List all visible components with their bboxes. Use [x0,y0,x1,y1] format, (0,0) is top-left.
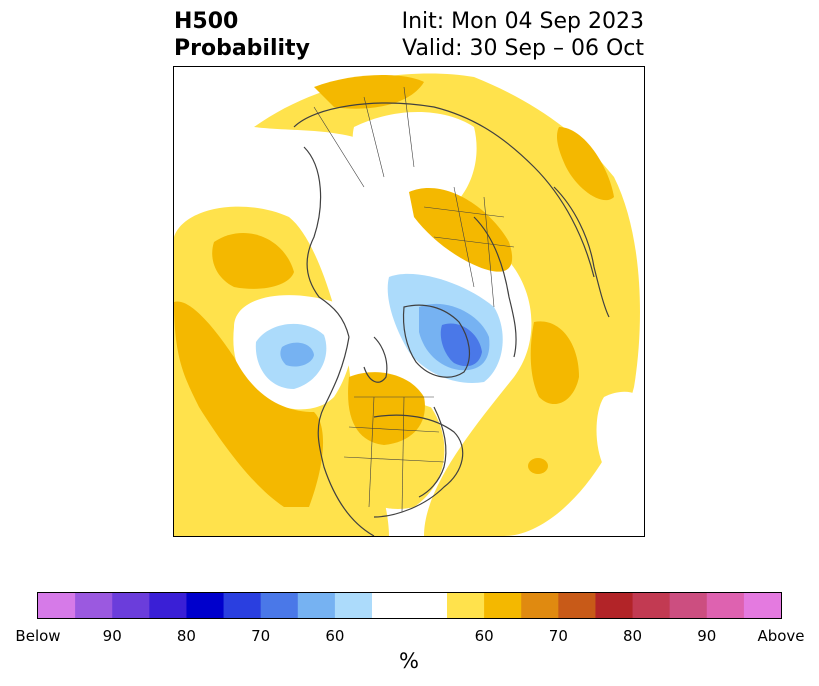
colorbar-swatch [632,593,671,618]
title-line-2: Probability [174,36,310,61]
colorbar-tick-label: 90 [697,627,717,645]
neutral-region [596,391,644,481]
colorbar-swatch [186,593,225,618]
colorbar-swatch [743,593,781,618]
colorbar-unit: % [399,649,419,673]
colorbar-swatch [558,593,596,618]
coastlines [293,102,610,536]
shade-below-70 [280,342,314,367]
colorbar-tick-label: Above [757,627,805,645]
colorbar-swatch [521,593,559,618]
chart-subtitle: Init: Mon 04 Sep 2023 Valid: 30 Sep – 06… [402,8,644,62]
shade-above-70 [314,75,424,109]
colorbar-tick-label: 90 [102,627,122,645]
valid-range: Valid: 30 Sep – 06 Oct [402,36,644,61]
colorbar-swatch [223,593,262,618]
colorbar-tick-label: 70 [548,627,568,645]
colorbar-swatch [38,593,76,618]
colorbar-swatch [372,593,448,618]
colorbar-swatch [706,593,745,618]
shade-above-70 [174,301,324,507]
colorbar-swatch [484,593,522,618]
colorbar-swatch [149,593,187,618]
init-date: Init: Mon 04 Sep 2023 [401,9,644,34]
map-panel [173,66,645,537]
shade-above-70 [528,458,548,474]
shade-above-70 [348,372,425,445]
colorbar-swatch [595,593,634,618]
colorbar-tick-label: Below [15,627,61,645]
colorbar-tick-label: 70 [251,627,271,645]
colorbar-swatch [112,593,150,618]
colorbar-swatch [75,593,113,618]
shade-below-80 [440,323,482,367]
shade-above-70 [556,127,614,201]
colorbar-tick-label: 60 [474,627,494,645]
colorbar-tick-label: 80 [176,627,196,645]
colorbar-swatch [669,593,708,618]
shade-above-70 [212,233,294,289]
colorbar-swatch [297,593,336,618]
colorbar-tick-label: 60 [325,627,345,645]
shade-above-60 [254,73,640,536]
colorbar-swatch [334,593,373,618]
colorbar-swatches [38,593,781,618]
probability-map [174,73,644,536]
colorbar-tick-label: 80 [623,627,643,645]
shade-above-70 [530,321,579,405]
title-line-1: H500 [174,9,239,34]
colorbar-swatch [260,593,299,618]
colorbar [37,592,782,619]
chart-title: H500 Probability [174,8,310,62]
shade-above-70 [409,188,513,272]
colorbar-swatch [447,593,485,618]
political-borders [313,86,515,513]
